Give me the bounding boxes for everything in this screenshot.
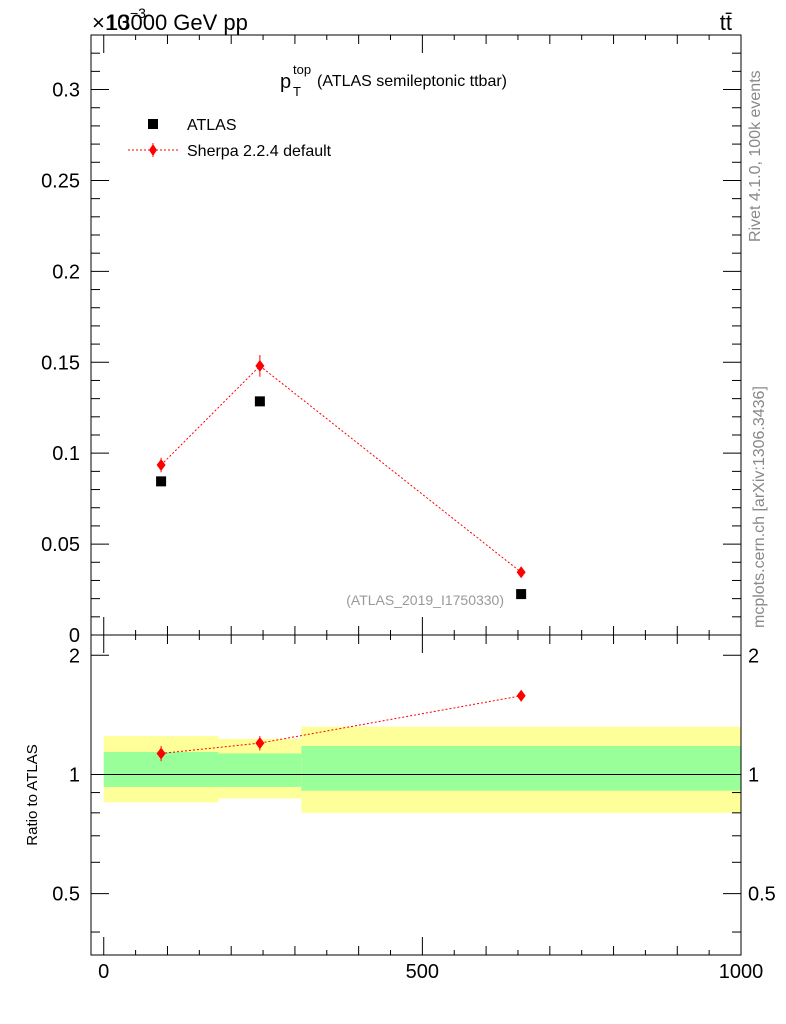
ratio-ytick-label-right: 2 — [748, 645, 759, 667]
main-plot-panel: 0 0.05 0.1 0.15 0.2 0.25 0.3 p top T (ATLAS se… — [41, 34, 742, 647]
legend: ATLAS Sherpa 2.2.4 default — [128, 117, 332, 160]
ratio-point — [156, 747, 166, 760]
ratio-x-ticks — [103, 635, 742, 955]
chart-title-sup: top — [293, 62, 311, 77]
legend-atlas-label: ATLAS — [187, 117, 237, 134]
process-label: tt̄ — [720, 10, 732, 35]
ratio-ytick-label-left: 2 — [69, 645, 80, 667]
xtick-label: 0 — [98, 961, 109, 983]
sherpa-point — [516, 566, 526, 579]
ratio-ytick-label-right: 1 — [748, 764, 759, 786]
legend-sherpa-marker — [149, 144, 157, 156]
ratio-plot-panel: 0.5 0.5 1 1 2 2 0 500 1000 Ratio to ATLAS — [24, 634, 776, 983]
ratio-point — [255, 737, 265, 750]
main-data-layer — [156, 355, 527, 600]
xtick-label: 1000 — [719, 961, 764, 983]
sherpa-point — [156, 459, 166, 471]
multiplier-label: ×10 — [92, 10, 129, 35]
legend-sherpa-label: Sherpa 2.2.4 default — [187, 143, 332, 160]
main-ytick-label: 0.15 — [41, 352, 80, 374]
main-x-ticks — [103, 35, 742, 635]
ratio-ylabel: Ratio to ATLAS — [24, 744, 41, 845]
multiplier-exponent: −3 — [130, 5, 146, 21]
atlas-point — [156, 476, 167, 487]
ratio-uncertainty-bands — [103, 726, 741, 813]
ratio-series-line — [161, 695, 522, 754]
main-y-ticks: 0 0.05 0.1 0.15 0.2 0.25 0.3 — [41, 34, 741, 647]
ratio-y-ticks: 0.5 0.5 1 1 2 2 0 500 1000 — [52, 645, 776, 983]
chart-title-main: p — [280, 71, 291, 93]
main-ytick-label: 0.1 — [52, 443, 80, 465]
atlas-point — [254, 396, 265, 407]
ratio-band-inner — [218, 753, 302, 787]
main-ytick-label: 0.25 — [41, 170, 80, 192]
ratio-ytick-label-left: 0.5 — [52, 884, 80, 906]
ratio-data-layer — [156, 689, 526, 762]
chart-title-rest: (ATLAS semileptonic ttbar) — [317, 73, 507, 90]
xtick-label: 500 — [406, 961, 439, 983]
main-ytick-label: 0 — [69, 625, 80, 647]
energy-label: 13000 GeV pp — [106, 10, 248, 35]
ratio-ytick-label-left: 1 — [69, 764, 80, 786]
main-ytick-label: 0.3 — [52, 80, 80, 102]
rivet-label: Rivet 4.1.0, 100k events — [747, 70, 764, 242]
ratio-frame — [90, 634, 742, 956]
analysis-watermark: (ATLAS_2019_I1750330) — [346, 592, 504, 608]
ratio-band-inner — [301, 745, 741, 791]
atlas-point — [516, 589, 527, 600]
sherpa-point — [255, 359, 265, 372]
main-ytick-label: 0.2 — [52, 261, 80, 283]
mcplots-label: mcplots.cern.ch [arXiv:1306.3436] — [751, 386, 768, 628]
legend-atlas-marker — [148, 119, 158, 129]
sherpa-series-line — [160, 365, 522, 573]
main-ytick-label: 0.05 — [41, 534, 80, 556]
ratio-point — [516, 689, 526, 702]
chart-title-sub: T — [293, 84, 301, 99]
ratio-ytick-label-right: 0.5 — [748, 884, 776, 906]
